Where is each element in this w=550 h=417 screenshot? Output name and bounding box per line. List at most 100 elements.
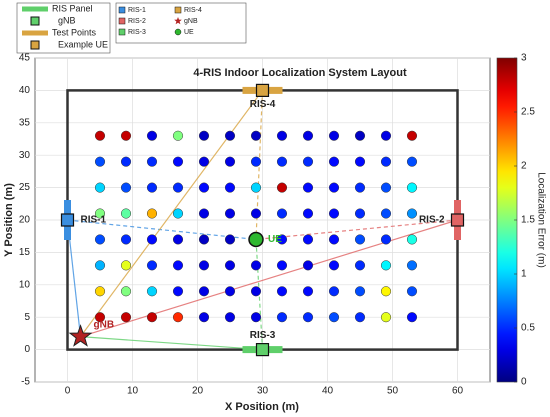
legend-label: RIS-2	[128, 18, 146, 25]
y-tick-label: 45	[19, 53, 31, 64]
test-point	[302, 260, 314, 271]
test-point	[406, 156, 418, 167]
test-point	[354, 182, 366, 193]
test-point	[172, 312, 184, 323]
test-point	[380, 260, 392, 271]
x-tick-label: 20	[192, 386, 204, 397]
test-point	[354, 312, 366, 323]
test-point	[328, 260, 340, 271]
legend-swatch	[30, 40, 40, 50]
test-point	[172, 260, 184, 271]
test-point	[172, 208, 184, 219]
test-point	[250, 182, 262, 193]
test-point	[120, 286, 132, 297]
legend-swatch	[118, 17, 126, 25]
legend-label: UE	[184, 29, 194, 36]
test-point	[146, 312, 158, 323]
test-point	[328, 130, 340, 141]
test-point	[302, 234, 314, 245]
test-point	[250, 156, 262, 167]
test-point	[406, 312, 418, 323]
test-point	[380, 286, 392, 297]
test-point	[146, 130, 158, 141]
legend-label: RIS-3	[128, 29, 146, 36]
legend-label: RIS-1	[128, 7, 146, 14]
test-point	[94, 182, 106, 193]
x-axis-label: X Position (m)	[225, 401, 299, 413]
ris-marker	[255, 343, 270, 357]
x-tick-label: 0	[65, 386, 71, 397]
colorbar-label: Localization Error (m)	[535, 172, 546, 268]
test-point	[94, 208, 106, 219]
test-point	[302, 130, 314, 141]
test-point	[146, 260, 158, 271]
colorbar-tick-label: 0	[521, 377, 527, 388]
test-point	[250, 312, 262, 323]
test-point	[406, 208, 418, 219]
test-point	[276, 156, 288, 167]
ris-label: RIS-2	[419, 215, 445, 226]
test-point	[172, 234, 184, 245]
colorbar-tick-label: 2.5	[521, 107, 535, 118]
y-tick-label: 40	[19, 85, 31, 96]
ris-label: RIS-4	[250, 99, 276, 110]
test-point	[120, 156, 132, 167]
legend-label: Example UE	[58, 39, 108, 49]
y-tick-label: 5	[24, 312, 30, 323]
test-point	[354, 130, 366, 141]
test-point	[380, 234, 392, 245]
x-tick-label: 50	[387, 386, 399, 397]
test-point	[198, 130, 210, 141]
test-point	[172, 156, 184, 167]
test-point	[224, 286, 236, 297]
test-point	[302, 208, 314, 219]
ris-label: RIS-1	[81, 215, 107, 226]
test-point	[120, 130, 132, 141]
test-point	[94, 156, 106, 167]
test-point	[250, 260, 262, 271]
test-point	[302, 312, 314, 323]
test-point	[120, 312, 132, 323]
test-point	[276, 260, 288, 271]
test-point	[146, 156, 158, 167]
test-point	[276, 234, 288, 245]
ris-ue-path	[67, 219, 257, 241]
test-point	[198, 286, 210, 297]
test-point	[380, 182, 392, 193]
legend-label: RIS Panel	[52, 3, 93, 13]
colorbar-tick-label: 1	[521, 269, 527, 280]
y-tick-label: -5	[21, 377, 30, 388]
test-point	[354, 208, 366, 219]
test-point	[380, 156, 392, 167]
test-point	[198, 208, 210, 219]
gnb-label: gNB	[94, 319, 115, 330]
test-point	[406, 182, 418, 193]
test-point	[328, 234, 340, 245]
ris-ue-path	[255, 239, 264, 350]
test-point	[406, 130, 418, 141]
test-point	[120, 208, 132, 219]
legend-swatch	[174, 17, 182, 25]
test-point	[146, 208, 158, 219]
y-tick-label: 0	[24, 344, 30, 355]
test-point	[302, 286, 314, 297]
test-point	[328, 286, 340, 297]
test-point	[302, 182, 314, 193]
test-point	[328, 208, 340, 219]
legend-label: Test Points	[52, 27, 97, 37]
ris-marker	[60, 213, 75, 227]
y-tick-label: 35	[19, 117, 31, 128]
test-point	[172, 286, 184, 297]
test-point	[406, 260, 418, 271]
ue-marker	[248, 231, 264, 248]
test-point	[406, 286, 418, 297]
test-point	[328, 156, 340, 167]
x-tick-label: 40	[322, 386, 334, 397]
test-point	[354, 260, 366, 271]
test-point	[94, 234, 106, 245]
test-point	[224, 208, 236, 219]
test-point	[172, 182, 184, 193]
test-point	[224, 130, 236, 141]
test-point	[172, 130, 184, 141]
